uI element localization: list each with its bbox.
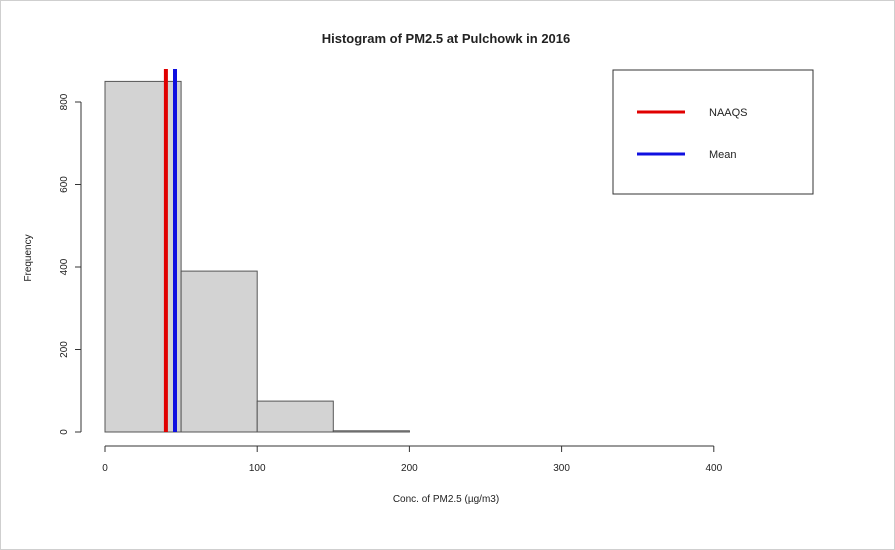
y-tick-label-0: 0: [59, 429, 70, 435]
histogram-bar-3: [332, 430, 410, 433]
chart-title: Histogram of PM2.5 at Pulchowk in 2016: [322, 31, 571, 46]
x-tick-label-200: 200: [401, 463, 418, 474]
y-tick-label-600: 600: [59, 176, 70, 193]
x-tick-label-400: 400: [705, 463, 722, 474]
y-axis: 0 200 400 600 800: [59, 93, 82, 435]
legend: NAAQS Mean: [612, 69, 814, 195]
histogram-bar-0: [104, 80, 182, 433]
y-tick-label-800: 800: [59, 93, 70, 110]
legend-box: [612, 69, 814, 195]
x-tick-label-300: 300: [553, 463, 570, 474]
x-tick-label-0: 0: [102, 463, 108, 474]
y-tick-label-200: 200: [59, 341, 70, 358]
y-axis-label: Frequency: [23, 234, 34, 281]
y-tick-label-400: 400: [59, 258, 70, 275]
legend-label-naaqs: NAAQS: [709, 107, 748, 119]
x-axis-label: Conc. of PM2.5 (µg/m3): [393, 494, 499, 505]
x-tick-label-100: 100: [249, 463, 266, 474]
x-axis: 0 100 200 300 400: [102, 445, 723, 474]
legend-label-mean: Mean: [709, 149, 737, 161]
histogram-bar-2: [256, 400, 334, 433]
reference-lines: [163, 69, 177, 432]
histogram-bar-1: [180, 270, 258, 433]
histogram-bars: [104, 80, 410, 433]
